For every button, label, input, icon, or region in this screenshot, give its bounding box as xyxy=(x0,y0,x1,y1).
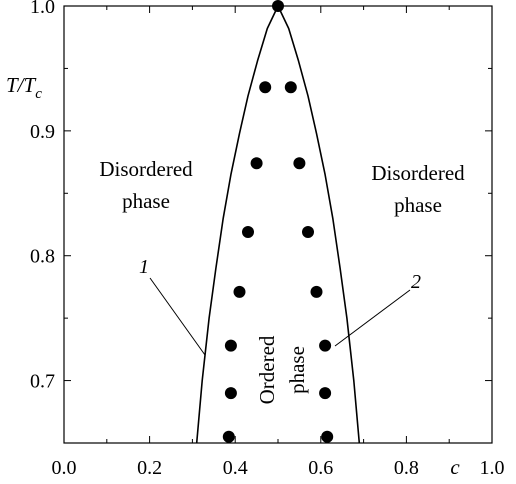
tick-labels: 0.0 0.2 0.4 0.6 0.8 1.0 0.7 0.8 0.9 1.0 xyxy=(30,0,505,479)
series-2-point xyxy=(224,339,237,352)
series-2-point xyxy=(259,81,272,94)
series-2-point xyxy=(242,226,254,238)
region-center-line2: phase xyxy=(285,346,309,394)
y-axis-title-main: T/T xyxy=(6,73,37,97)
y-axis-title: T/Tc xyxy=(6,73,42,102)
series-2-point xyxy=(224,387,237,400)
series-2-point xyxy=(222,430,235,443)
region-center-line1: Ordered xyxy=(255,335,279,404)
series-2-point xyxy=(272,0,284,12)
data-points xyxy=(222,0,334,443)
x-axis-title: c xyxy=(450,455,460,479)
y-tick-label: 1.0 xyxy=(30,0,55,18)
series-2-point xyxy=(250,157,263,170)
y-axis-title-subscript: c xyxy=(35,86,42,102)
x-tick-label: 0.2 xyxy=(137,457,162,479)
leader-line-2 xyxy=(334,289,411,347)
series-2-point xyxy=(319,387,332,400)
x-tick-label: 0.4 xyxy=(223,457,248,479)
series-2-point xyxy=(310,285,323,298)
region-left-line1: Disordered xyxy=(99,157,193,181)
series-2-point xyxy=(321,430,334,443)
y-tick-label: 0.8 xyxy=(30,246,55,268)
x-tick-label: 0.0 xyxy=(52,457,77,479)
region-left-line2: phase xyxy=(122,189,170,213)
x-tick-label: 0.8 xyxy=(394,457,419,479)
x-tick-label: 0.6 xyxy=(308,457,333,479)
region-right-line1: Disordered xyxy=(371,161,465,185)
series-2-point xyxy=(302,226,314,238)
x-tick-label: 1.0 xyxy=(480,457,505,479)
leader-line-1 xyxy=(149,277,206,356)
region-right-line2: phase xyxy=(394,193,442,217)
curve-label-1: 1 xyxy=(139,256,149,278)
series-2-point xyxy=(284,81,297,94)
series-2-point xyxy=(233,285,246,298)
y-tick-label: 0.9 xyxy=(30,121,55,143)
series-2-point xyxy=(293,157,306,170)
curve-label-2: 2 xyxy=(411,271,421,293)
y-tick-label: 0.7 xyxy=(30,371,55,393)
series-2-point xyxy=(319,339,332,352)
annotations: Disordered phase Disordered phase Ordere… xyxy=(6,73,465,479)
